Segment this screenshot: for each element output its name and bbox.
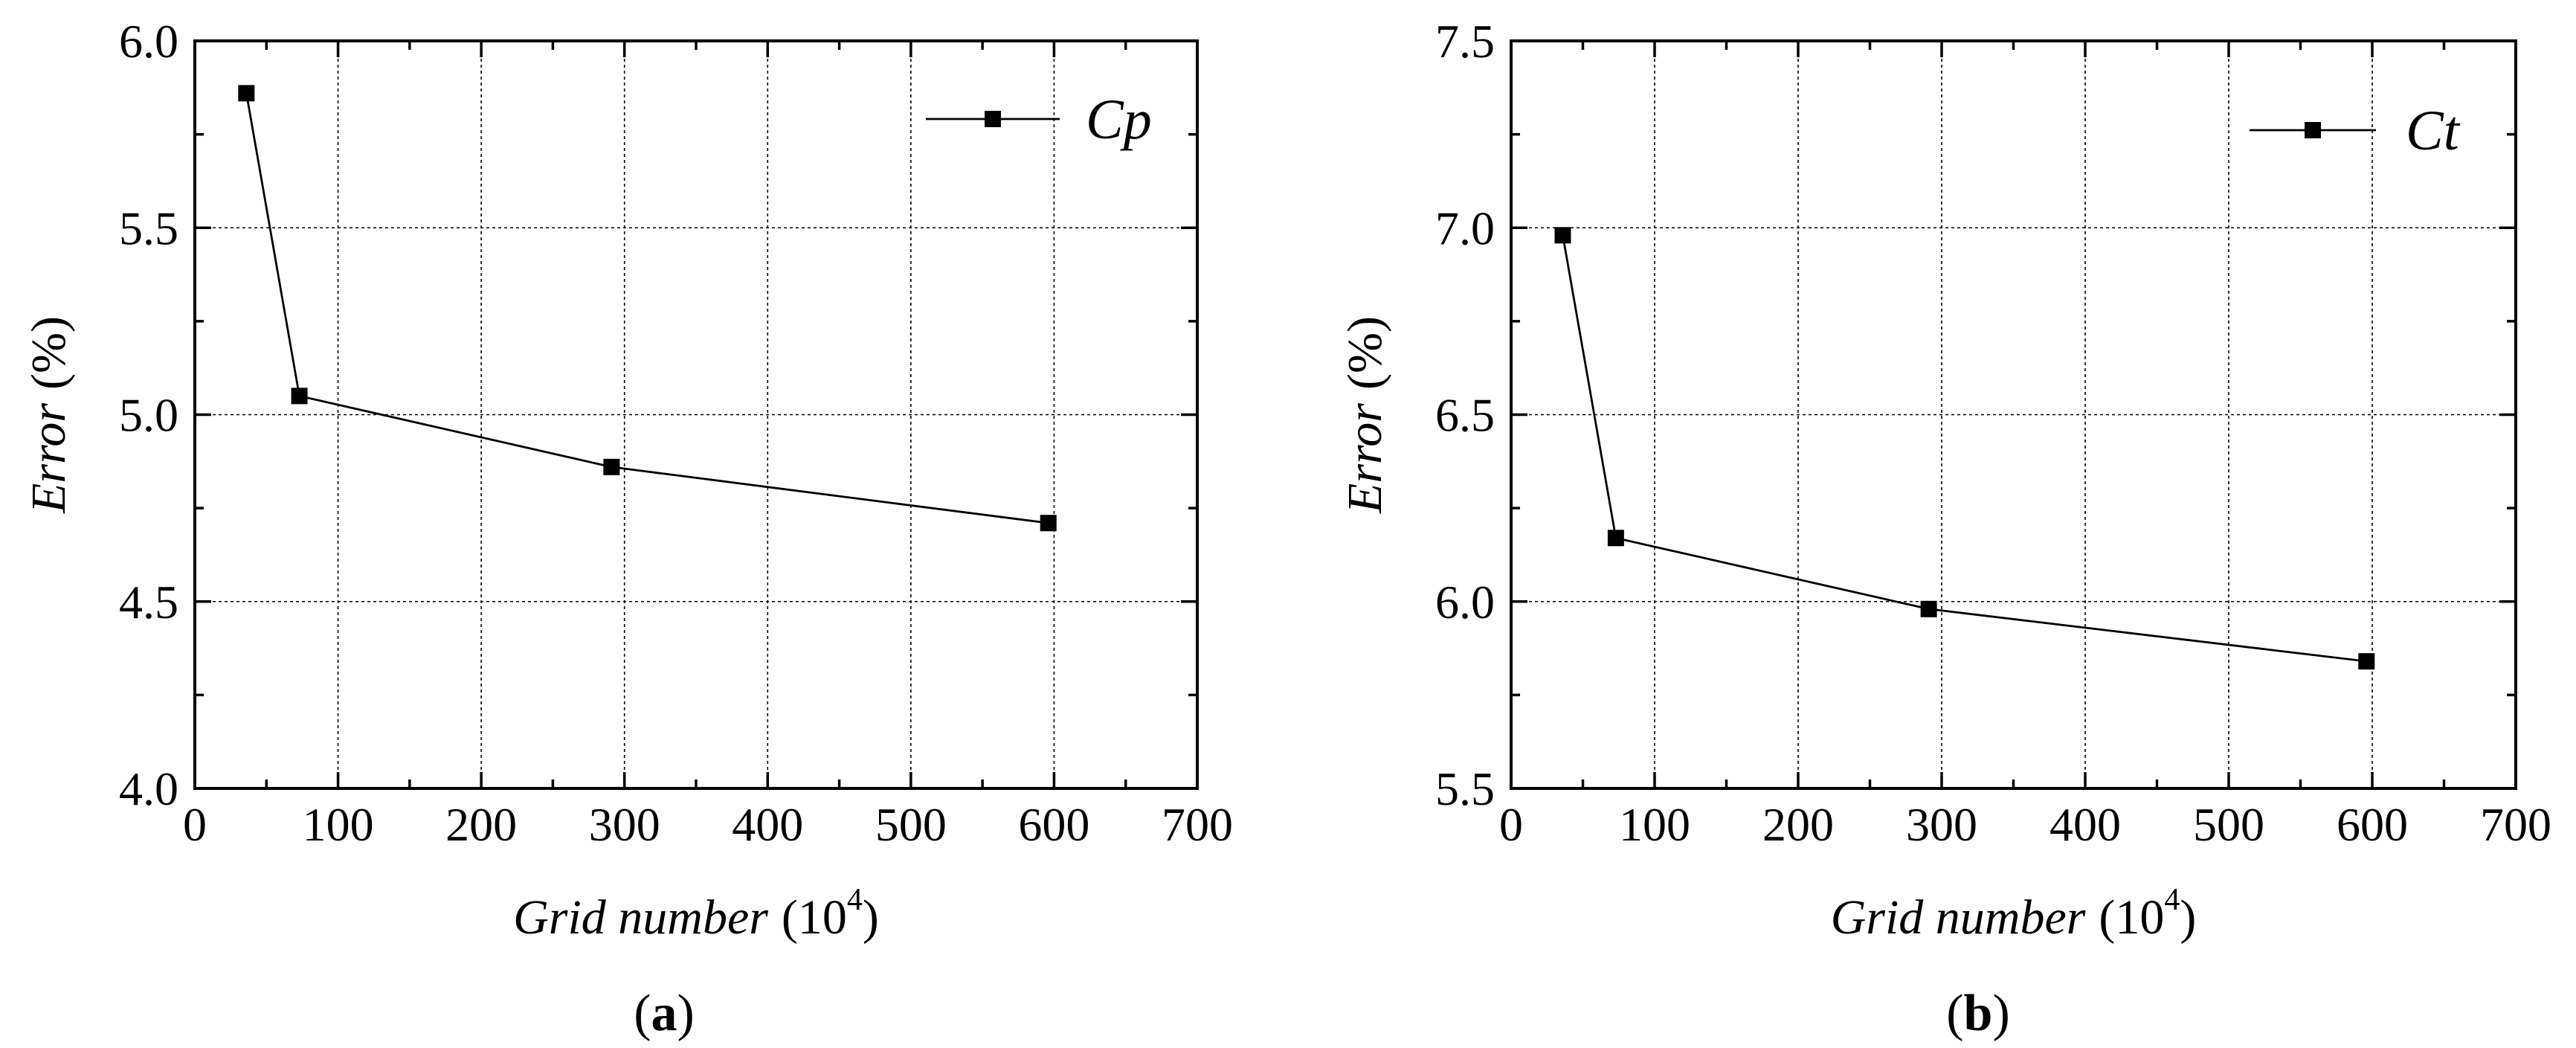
y-tick-label: 5.0: [119, 389, 178, 442]
x-tick-label: 200: [445, 798, 517, 851]
x-tick-label: 600: [1018, 798, 1089, 851]
x-tick-label: 200: [1762, 798, 1834, 851]
data-point: [238, 85, 255, 102]
chart-panel-a: 0 100 200 300 400 500 600 700 4.0 4.5 5.0 5.5 6.0 Cp G…: [22, 15, 1233, 1042]
y-tick-label: 7.5: [1435, 15, 1495, 68]
x-tick-label: 500: [2193, 798, 2264, 851]
panel-label: (a): [634, 985, 695, 1042]
data-point: [1554, 227, 1571, 244]
series-line-cp: [245, 93, 1049, 524]
data-point: [603, 458, 620, 475]
x-tick-label: 100: [303, 798, 374, 851]
x-tick-label: 0: [183, 798, 207, 851]
data-point: [2358, 653, 2375, 670]
y-tick-label: 4.5: [119, 576, 178, 629]
x-tick-label: 400: [2049, 798, 2121, 851]
legend-marker: [2305, 122, 2321, 138]
y-tick-label: 6.5: [1435, 389, 1495, 442]
series-line-ct: [1562, 235, 2367, 663]
x-tick-label: 300: [1906, 798, 1977, 851]
data-point: [1920, 600, 1937, 617]
chart-panel-b: 0 100 200 300 400 500 600 700 5.5 6.0 6.5 7.0 7.5 Ct G…: [1338, 15, 2551, 1042]
x-tick-label: 400: [732, 798, 803, 851]
legend-label: Ct: [2406, 100, 2461, 162]
y-tick-label: 6.0: [119, 15, 178, 68]
data-point: [1040, 515, 1057, 532]
x-tick-label: 500: [875, 798, 947, 851]
y-tick-label: 4.0: [119, 762, 178, 815]
x-axis-title: Grid number (104): [513, 883, 879, 945]
legend-marker: [985, 111, 1001, 127]
legend: Cp: [926, 89, 1152, 151]
x-tick-label: 600: [2337, 798, 2408, 851]
x-axis-title: Grid number (104): [1831, 883, 2197, 945]
x-tick-label: 0: [1499, 798, 1523, 851]
legend-label: Cp: [1086, 89, 1152, 151]
y-axis-title: Error(%): [22, 316, 76, 514]
x-tick-label: 100: [1619, 798, 1690, 851]
y-tick-label: 7.0: [1435, 202, 1495, 254]
y-axis-title: Error(%): [1338, 316, 1392, 514]
y-tick-label: 6.0: [1435, 576, 1495, 629]
data-point: [1607, 530, 1624, 547]
x-tick-label: 300: [589, 798, 660, 851]
y-tick-label: 5.5: [1435, 762, 1495, 815]
x-tick-label: 700: [2480, 798, 2551, 851]
legend: Ct: [2250, 100, 2461, 162]
panel-label: (b): [1946, 985, 2010, 1042]
y-tick-label: 5.5: [119, 202, 178, 254]
x-tick-label: 700: [1162, 798, 1233, 851]
data-point: [291, 388, 308, 405]
